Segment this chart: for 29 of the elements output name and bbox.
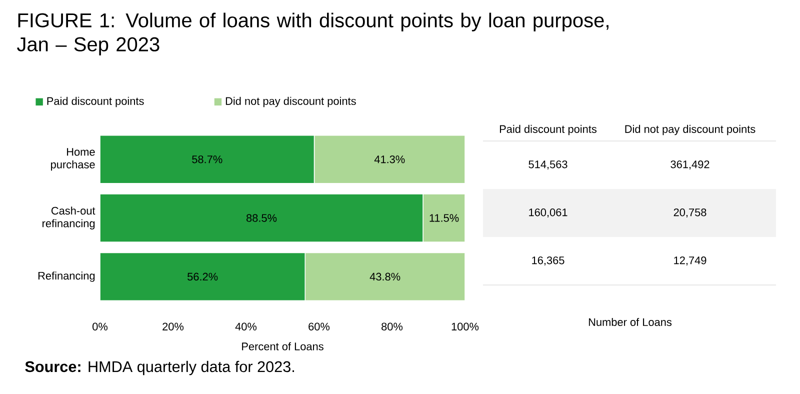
text: Source: HMDA quarterly data for 2023.: [25, 360, 294, 376]
text: 16,365: [532, 256, 564, 266]
x-tick-label: 100%: [452, 322, 479, 330]
x-tick-label: 60%: [308, 322, 330, 330]
y-tick-label: Home purchase: [51, 148, 95, 171]
text: 160,061: [529, 208, 568, 218]
x-tick-label: 80%: [382, 322, 403, 330]
y-tick-label: Refinancing: [38, 272, 95, 282]
text: Number of Loans: [588, 318, 672, 326]
data-label: 56.2%: [188, 272, 218, 281]
text: 361,492: [670, 160, 710, 170]
x-tick-label: 0%: [92, 322, 108, 330]
chart-title: FIGURE 1: Volume of loans with discount points by loan purpose, Jan – Sep 2023: [17, 12, 608, 56]
legend-label: Did not pay discount points: [226, 96, 356, 108]
x-tick-label: 40%: [235, 322, 257, 330]
legend-label: Paid discount points: [47, 96, 144, 108]
x-axis-title: Percent of Loans: [242, 342, 324, 350]
text: 514,563: [528, 160, 568, 170]
text: 20,758: [674, 208, 706, 218]
data-label: 11.5%: [430, 214, 459, 222]
x-tick-label: 20%: [162, 322, 184, 330]
data-label: 43.8%: [370, 272, 400, 281]
data-label: 88.5%: [246, 214, 277, 222]
y-tick-label: Cash-out refinancing: [42, 206, 96, 230]
text: Did not pay discount points: [625, 124, 756, 136]
text: Paid discount points: [500, 124, 597, 136]
data-label: 41.3%: [374, 155, 405, 164]
data-label: 58.7%: [192, 155, 222, 164]
text: 12,749: [674, 256, 706, 266]
